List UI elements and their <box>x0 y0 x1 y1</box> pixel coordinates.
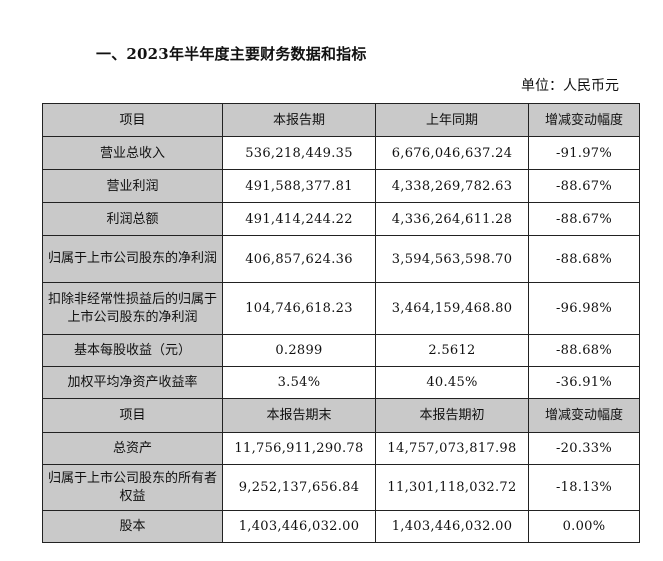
table-header-row: 项目 本报告期末 本报告期初 增减变动幅度 <box>42 398 640 433</box>
prior-value: 3,594,563,598.70 <box>375 235 529 283</box>
row-label: 营业利润 <box>42 169 223 203</box>
current-value: 406,857,624.36 <box>222 235 376 283</box>
financial-data-table: 项目 本报告期 上年同期 增减变动幅度 营业总收入 536,218,449.35… <box>42 103 640 543</box>
prior-value: 4,338,269,782.63 <box>375 169 529 203</box>
header-cell-period-end: 本报告期末 <box>222 398 376 433</box>
change-value: -88.68% <box>528 334 640 367</box>
prior-value: 40.45% <box>375 366 529 399</box>
table-row: 股本 1,403,446,032.00 1,403,446,032.00 0.0… <box>42 510 640 543</box>
table-row: 归属于上市公司股东的所有者权益 9,252,137,656.84 11,301,… <box>42 464 640 511</box>
current-value: 536,218,449.35 <box>222 136 376 170</box>
header-cell-item: 项目 <box>42 398 223 433</box>
current-value: 0.2899 <box>222 334 376 367</box>
row-label: 利润总额 <box>42 202 223 236</box>
section-heading: 一、2023年半年度主要财务数据和指标 <box>96 45 367 63</box>
change-value: 0.00% <box>528 510 640 543</box>
table-row: 总资产 11,756,911,290.78 14,757,073,817.98 … <box>42 432 640 465</box>
prior-value: 14,757,073,817.98 <box>375 432 529 465</box>
change-value: -88.67% <box>528 202 640 236</box>
currency-unit-label: 单位：人民币元 <box>521 78 619 94</box>
change-value: -88.68% <box>528 235 640 283</box>
change-value: -18.13% <box>528 464 640 511</box>
row-label: 总资产 <box>42 432 223 465</box>
change-value: -91.97% <box>528 136 640 170</box>
current-value: 9,252,137,656.84 <box>222 464 376 511</box>
change-value: -36.91% <box>528 366 640 399</box>
current-value: 11,756,911,290.78 <box>222 432 376 465</box>
change-value: -20.33% <box>528 432 640 465</box>
prior-value: 1,403,446,032.00 <box>375 510 529 543</box>
header-cell-item: 项目 <box>42 103 223 137</box>
row-label: 基本每股收益（元） <box>42 334 223 367</box>
prior-value: 2.5612 <box>375 334 529 367</box>
table-row: 利润总额 491,414,244.22 4,336,264,611.28 -88… <box>42 202 640 236</box>
row-label: 股本 <box>42 510 223 543</box>
prior-value: 3,464,159,468.80 <box>375 282 529 335</box>
current-value: 1,403,446,032.00 <box>222 510 376 543</box>
current-value: 491,588,377.81 <box>222 169 376 203</box>
row-label: 营业总收入 <box>42 136 223 170</box>
header-cell-prior-period: 上年同期 <box>375 103 529 137</box>
table-row: 归属于上市公司股东的净利润 406,857,624.36 3,594,563,5… <box>42 235 640 283</box>
table-row: 扣除非经常性损益后的归属于上市公司股东的净利润 104,746,618.23 3… <box>42 282 640 335</box>
row-label: 归属于上市公司股东的所有者权益 <box>42 464 223 511</box>
table-row: 营业利润 491,588,377.81 4,338,269,782.63 -88… <box>42 169 640 203</box>
current-value: 491,414,244.22 <box>222 202 376 236</box>
prior-value: 6,676,046,637.24 <box>375 136 529 170</box>
header-cell-period-start: 本报告期初 <box>375 398 529 433</box>
row-label: 扣除非经常性损益后的归属于上市公司股东的净利润 <box>42 282 223 335</box>
table-header-row: 项目 本报告期 上年同期 增减变动幅度 <box>42 103 640 137</box>
prior-value: 11,301,118,032.72 <box>375 464 529 511</box>
row-label: 归属于上市公司股东的净利润 <box>42 235 223 283</box>
row-label: 加权平均净资产收益率 <box>42 366 223 399</box>
header-cell-change: 增减变动幅度 <box>528 103 640 137</box>
current-value: 104,746,618.23 <box>222 282 376 335</box>
change-value: -96.98% <box>528 282 640 335</box>
prior-value: 4,336,264,611.28 <box>375 202 529 236</box>
table-row: 加权平均净资产收益率 3.54% 40.45% -36.91% <box>42 366 640 399</box>
header-cell-current-period: 本报告期 <box>222 103 376 137</box>
table-row: 营业总收入 536,218,449.35 6,676,046,637.24 -9… <box>42 136 640 170</box>
header-cell-change: 增减变动幅度 <box>528 398 640 433</box>
change-value: -88.67% <box>528 169 640 203</box>
current-value: 3.54% <box>222 366 376 399</box>
table-row: 基本每股收益（元） 0.2899 2.5612 -88.68% <box>42 334 640 367</box>
